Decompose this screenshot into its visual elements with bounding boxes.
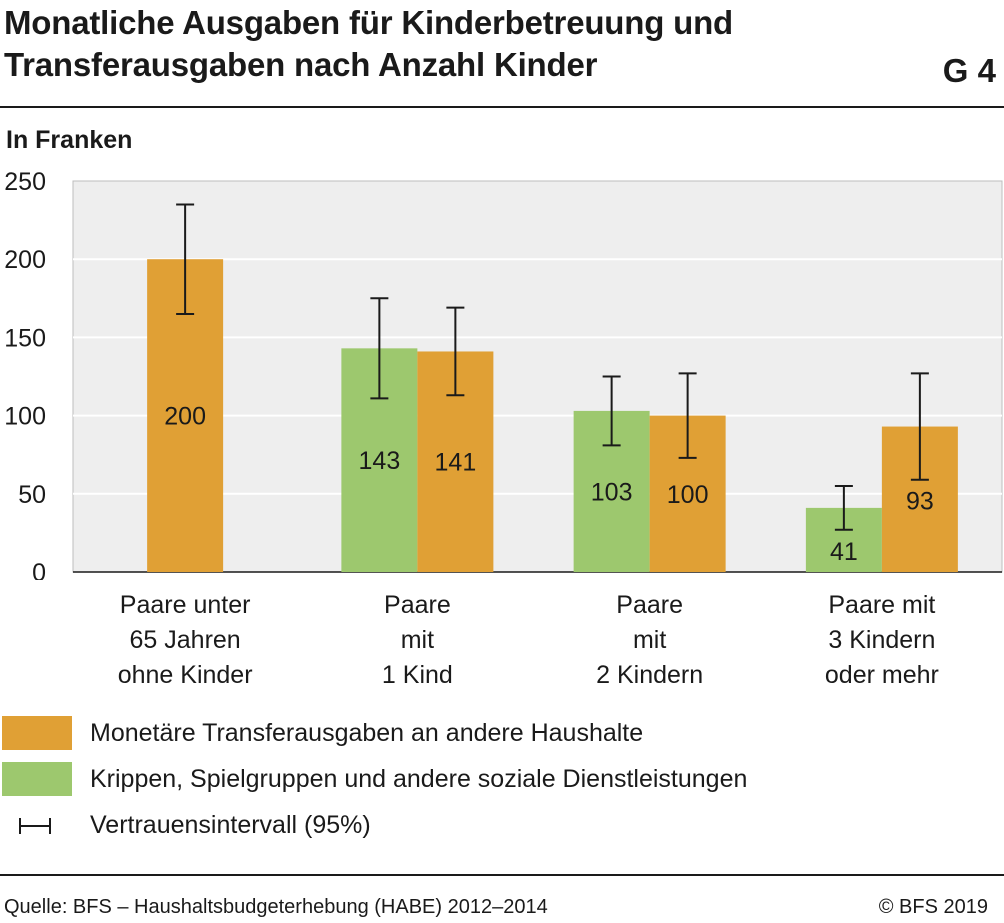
legend-swatch-transfer xyxy=(2,716,72,750)
x-category-label: Paare mit 3 Kindern oder mehr xyxy=(782,588,982,693)
x-category-label-line: Paare unter xyxy=(119,591,251,619)
y-tick-label: 0 xyxy=(32,559,46,580)
x-category-label-line: ohne Kinder xyxy=(117,661,253,689)
y-tick-label: 150 xyxy=(4,324,46,352)
title-rule xyxy=(0,106,1004,108)
data-label: 93 xyxy=(906,488,934,516)
x-category-label-line: oder mehr xyxy=(824,661,939,689)
footer-rule xyxy=(0,874,1004,876)
chart-title: Monatliche Ausgaben für Kinderbetreuung … xyxy=(4,2,904,86)
x-category-label: Paare mit 2 Kindern xyxy=(550,588,750,693)
data-label: 141 xyxy=(435,449,477,477)
bar-chart: 0 50 100 150 200 250 200 143 141 103 100 41 93 xyxy=(4,168,1003,580)
chart-title-line-2: Transferausgaben nach Anzahl Kinder xyxy=(4,46,598,83)
x-category-label: Paare mit 1 Kind xyxy=(317,588,517,693)
data-label: 143 xyxy=(359,447,401,475)
legend-label-transfer: Monetäre Transferausgaben an andere Haus… xyxy=(90,719,644,747)
data-label: 200 xyxy=(164,403,206,431)
chart-title-line-1: Monatliche Ausgaben für Kinderbetreuung … xyxy=(4,4,734,41)
data-label: 100 xyxy=(667,481,709,509)
data-label: 103 xyxy=(591,478,633,506)
x-category-label-line: Paare xyxy=(616,591,683,619)
y-tick-label: 50 xyxy=(18,481,46,509)
x-category-label-line: Paare mit xyxy=(828,591,936,619)
x-category-label: Paare unter 65 Jahren ohne Kinder xyxy=(85,588,285,693)
x-category-label-line: 65 Jahren xyxy=(129,626,241,654)
x-category-label-line: Paare xyxy=(384,591,451,619)
legend-label-confidence-interval: Vertrauensintervall (95%) xyxy=(90,811,371,839)
legend-swatch-childcare xyxy=(2,762,72,796)
legend-label-childcare: Krippen, Spielgruppen und andere soziale… xyxy=(90,765,748,793)
plot-area xyxy=(72,180,1003,573)
graphic-number: G 4 xyxy=(942,52,996,89)
y-axis-unit-label: In Franken xyxy=(6,126,133,154)
y-tick-label: 200 xyxy=(4,246,46,274)
x-category-label-line: 1 Kind xyxy=(381,661,453,689)
error-bar-icon xyxy=(19,818,51,834)
y-tick-label: 250 xyxy=(4,168,46,196)
plot-background xyxy=(72,180,1003,573)
source-note: Quelle: BFS – Haushaltsbudgeterhebung (H… xyxy=(4,896,548,918)
error-bars xyxy=(176,203,929,531)
legend-item-confidence-interval: Vertrauensintervall (95%) xyxy=(0,808,1000,842)
y-tick-label: 100 xyxy=(4,403,46,431)
legend-item-childcare: Krippen, Spielgruppen und andere soziale… xyxy=(0,762,1000,796)
x-category-label-line: 3 Kindern xyxy=(828,626,936,654)
x-category-label-line: mit xyxy=(632,626,667,654)
grid-lines xyxy=(73,258,1002,573)
copyright-note: © BFS 2019 xyxy=(878,896,988,918)
y-axis-ticks: 0 50 100 150 200 250 xyxy=(4,168,46,580)
data-labels: 200 143 141 103 100 41 93 xyxy=(164,403,934,566)
x-category-label-line: 2 Kindern xyxy=(596,661,704,689)
x-category-label-line: mit xyxy=(400,626,435,654)
legend-item-transfer: Monetäre Transferausgaben an andere Haus… xyxy=(0,716,1000,750)
data-label: 41 xyxy=(830,538,858,566)
